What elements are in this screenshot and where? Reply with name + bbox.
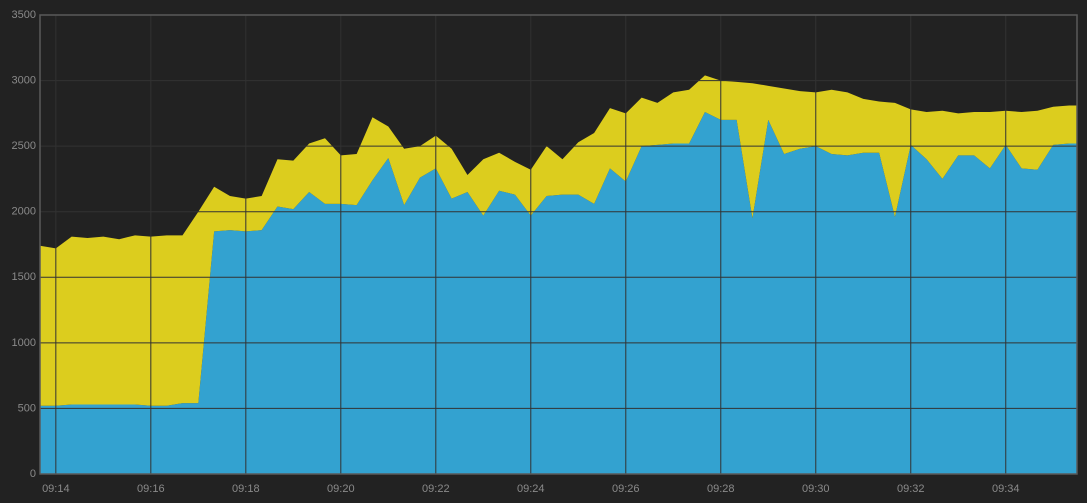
area xyxy=(40,112,1077,474)
x-tick-label: 09:34 xyxy=(992,483,1020,495)
y-tick-label: 3000 xyxy=(12,74,36,86)
x-tick-label: 09:28 xyxy=(707,483,735,495)
y-tick-label: 1000 xyxy=(12,337,36,349)
y-tick-label: 2000 xyxy=(12,206,36,218)
x-tick-label: 09:32 xyxy=(897,483,925,495)
x-tick-label: 09:14 xyxy=(42,483,70,495)
x-tick-label: 09:18 xyxy=(232,483,260,495)
x-tick-label: 09:24 xyxy=(517,483,545,495)
y-tick-label: 3500 xyxy=(12,9,36,21)
area xyxy=(40,75,1077,406)
x-tick-label: 09:16 xyxy=(137,483,165,495)
x-tick-label: 09:20 xyxy=(327,483,355,495)
plot-border xyxy=(39,14,1078,475)
y-tick-label: 1500 xyxy=(12,271,36,283)
y-tick-label: 0 xyxy=(30,468,36,480)
x-tick-label: 09:22 xyxy=(422,483,450,495)
y-tick-label: 2500 xyxy=(12,140,36,152)
x-tick-label: 09:30 xyxy=(802,483,830,495)
y-tick-label: 500 xyxy=(18,402,36,414)
x-tick-label: 09:26 xyxy=(612,483,640,495)
